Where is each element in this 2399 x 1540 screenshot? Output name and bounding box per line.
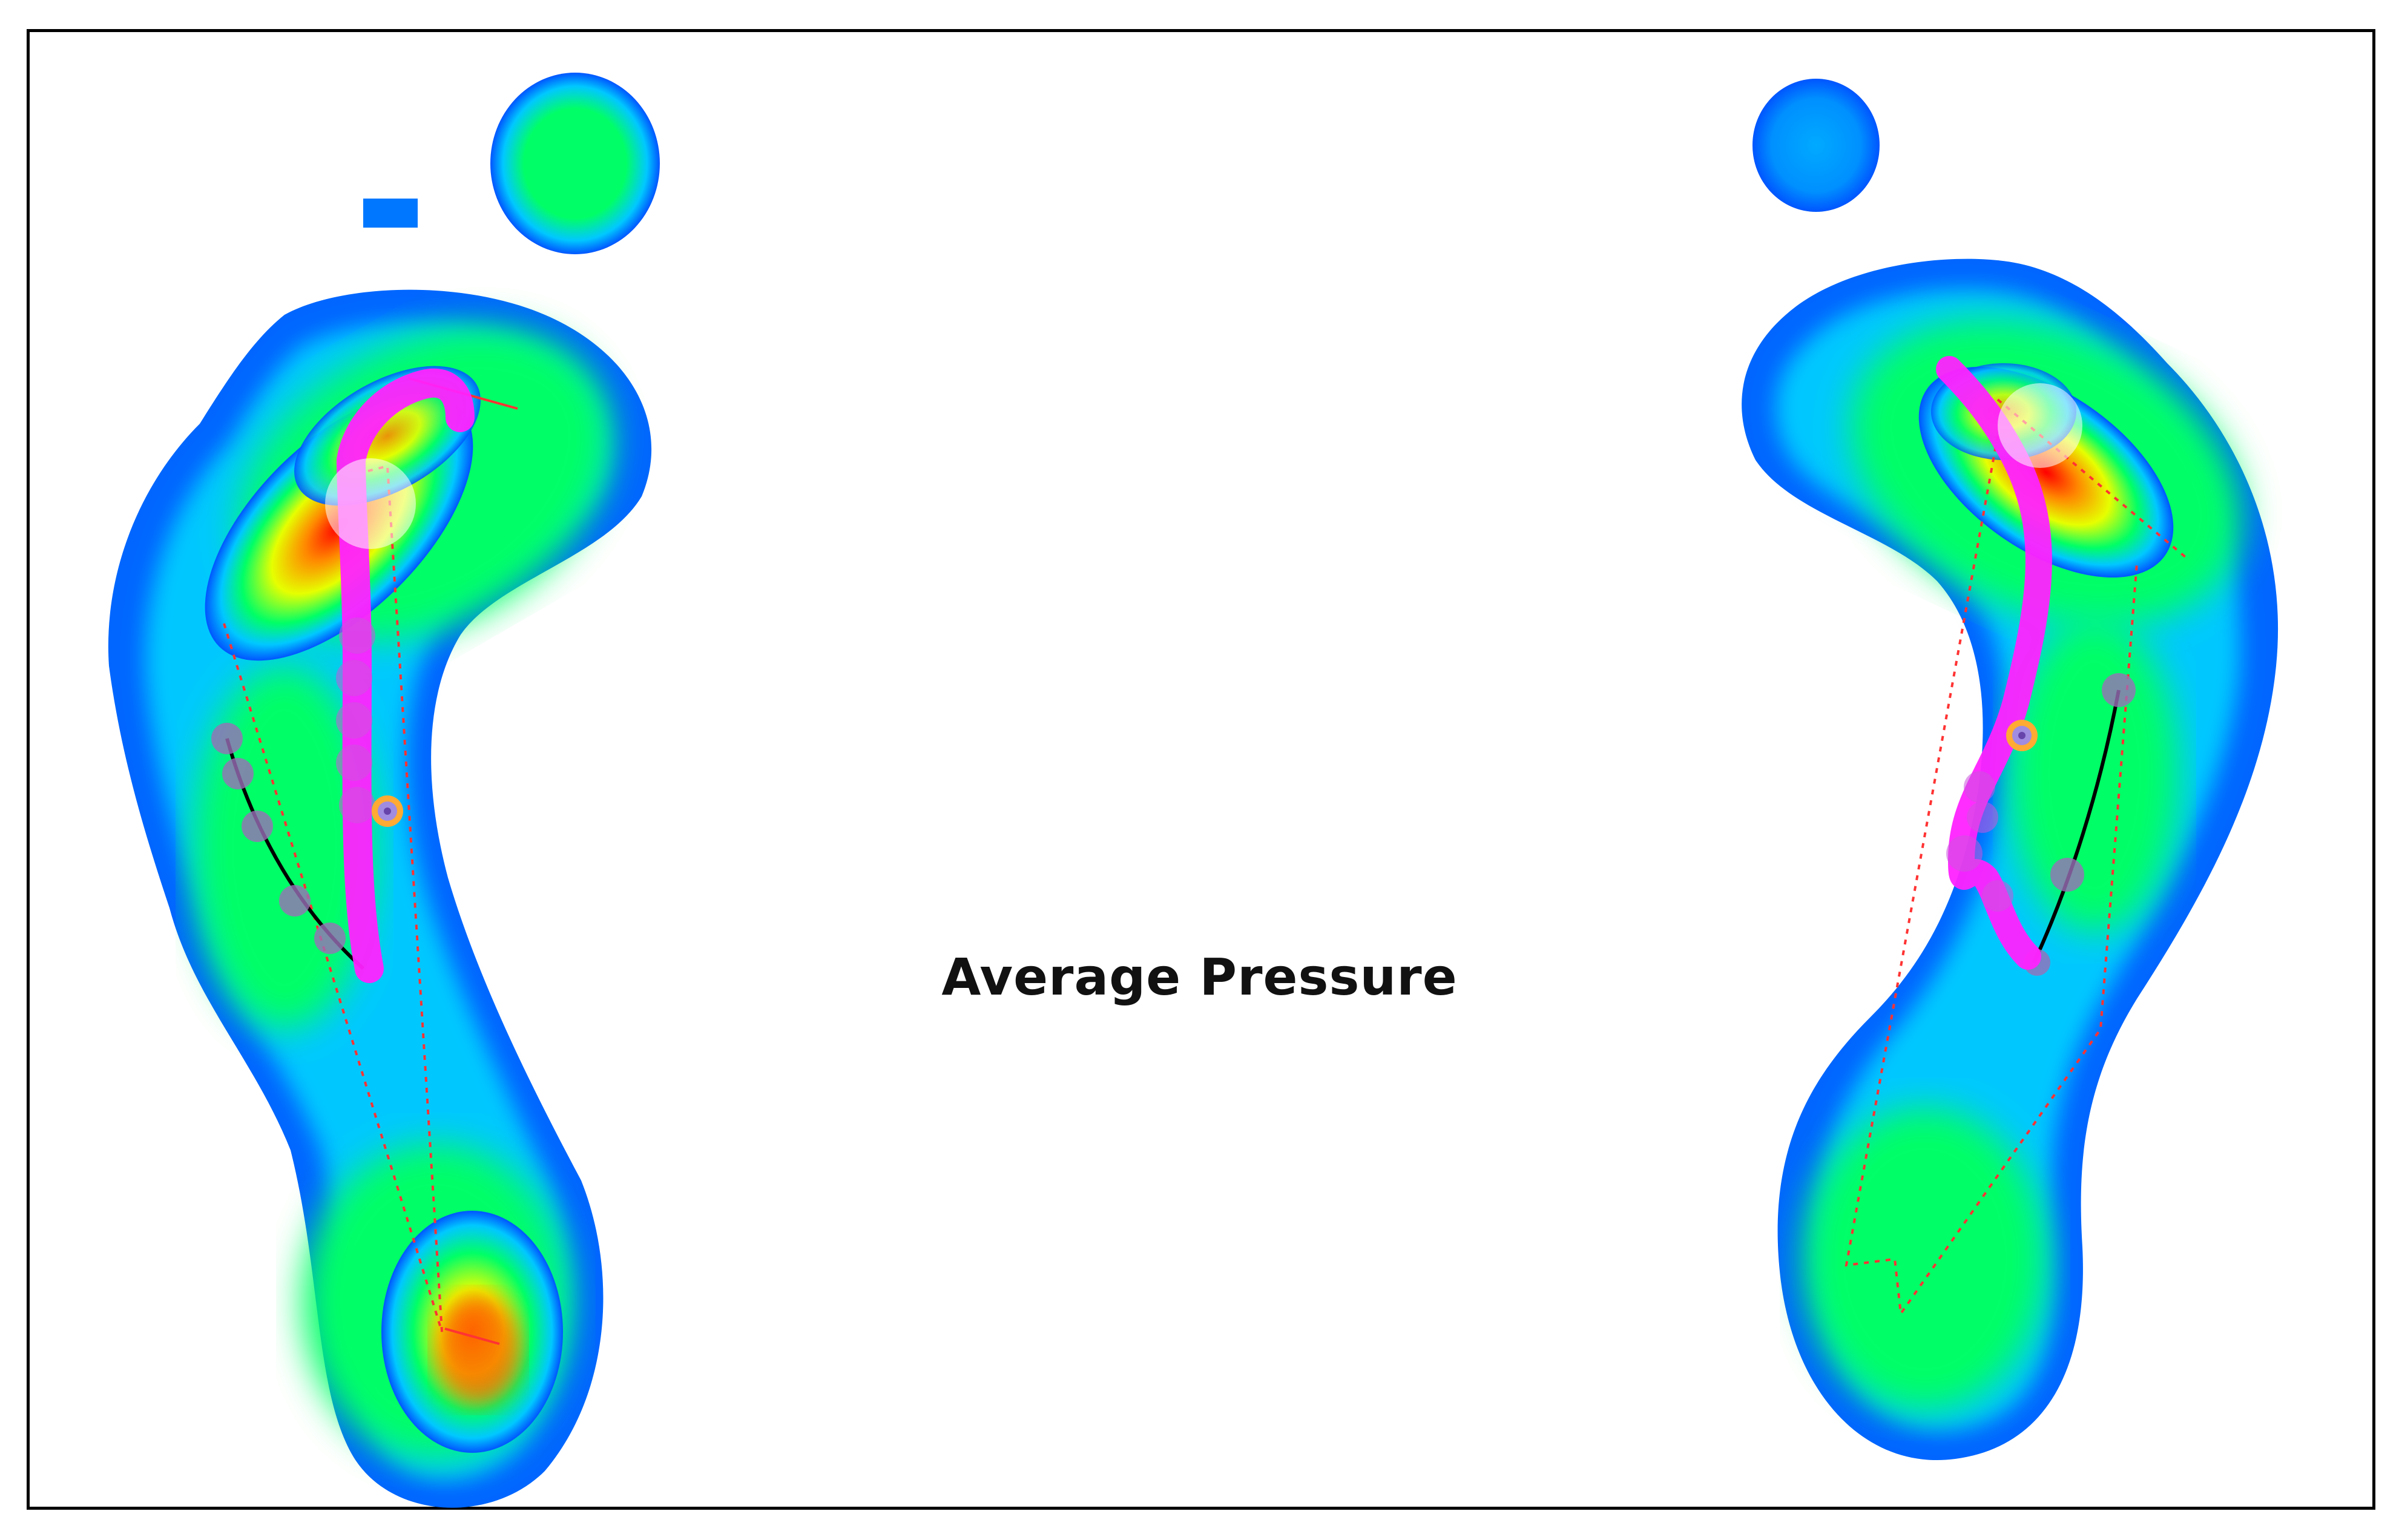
left-peak-pressure-marker: [325, 458, 416, 549]
left-gait-dotted-line: [223, 464, 443, 1332]
left-foot-print: [108, 73, 660, 1508]
left-small-toe: [363, 199, 418, 228]
right-arch-line: [2032, 689, 2121, 964]
left-big-toe: [490, 73, 660, 254]
right-center-marker: [2006, 720, 2038, 751]
chart-title: Average Pressure: [941, 947, 1458, 1007]
left-foot-gait-lines: [211, 368, 518, 1345]
left-marker-points: [211, 723, 346, 954]
right-foot-gait-lines: [1844, 356, 2187, 1317]
right-gait-dotted-line: [1844, 435, 2138, 1317]
right-big-toe: [1752, 79, 1880, 212]
right-peak-pressure-marker: [1998, 383, 2082, 468]
right-foot-print: [1742, 79, 2279, 1461]
left-center-marker: [372, 795, 403, 827]
